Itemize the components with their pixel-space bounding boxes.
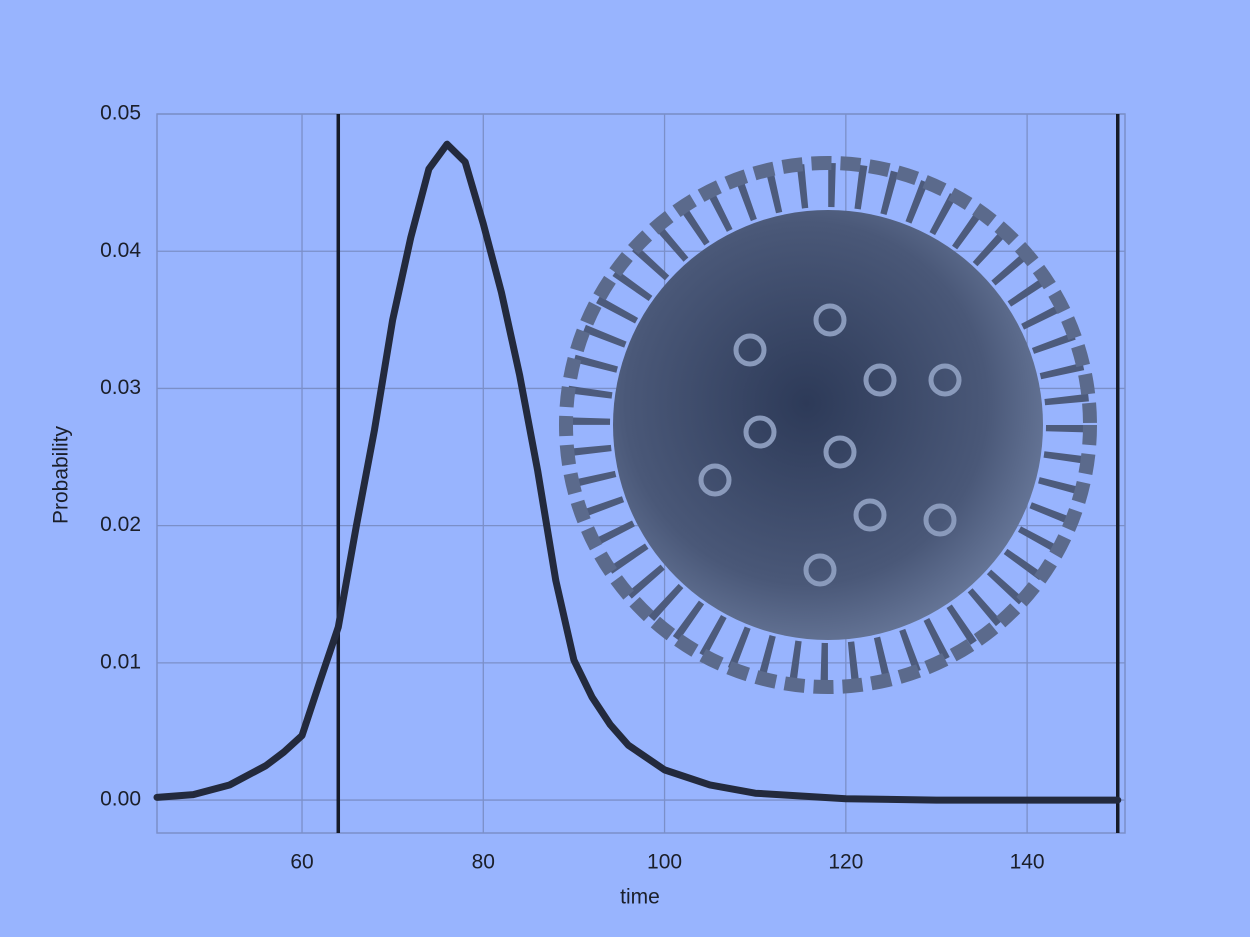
y-tick-label: 0.02 xyxy=(100,513,141,536)
x-tick-label: 120 xyxy=(828,851,863,874)
x-tick-label: 140 xyxy=(1010,851,1045,874)
x-axis-label: time xyxy=(620,886,660,909)
virus-image xyxy=(559,156,1097,694)
y-axis-label: Probability xyxy=(50,425,73,524)
y-tick-label: 0.03 xyxy=(100,376,141,399)
y-tick-label: 0.01 xyxy=(100,650,141,673)
x-tick-label: 100 xyxy=(647,851,682,874)
x-tick-label: 60 xyxy=(290,851,313,874)
line-series xyxy=(153,140,1122,804)
y-tick-label: 0.05 xyxy=(100,102,141,125)
x-tick-label: 80 xyxy=(472,851,495,874)
y-tick-label: 0.04 xyxy=(100,239,141,262)
plot-frame xyxy=(156,113,1126,834)
y-tick-label: 0.00 xyxy=(100,788,141,811)
